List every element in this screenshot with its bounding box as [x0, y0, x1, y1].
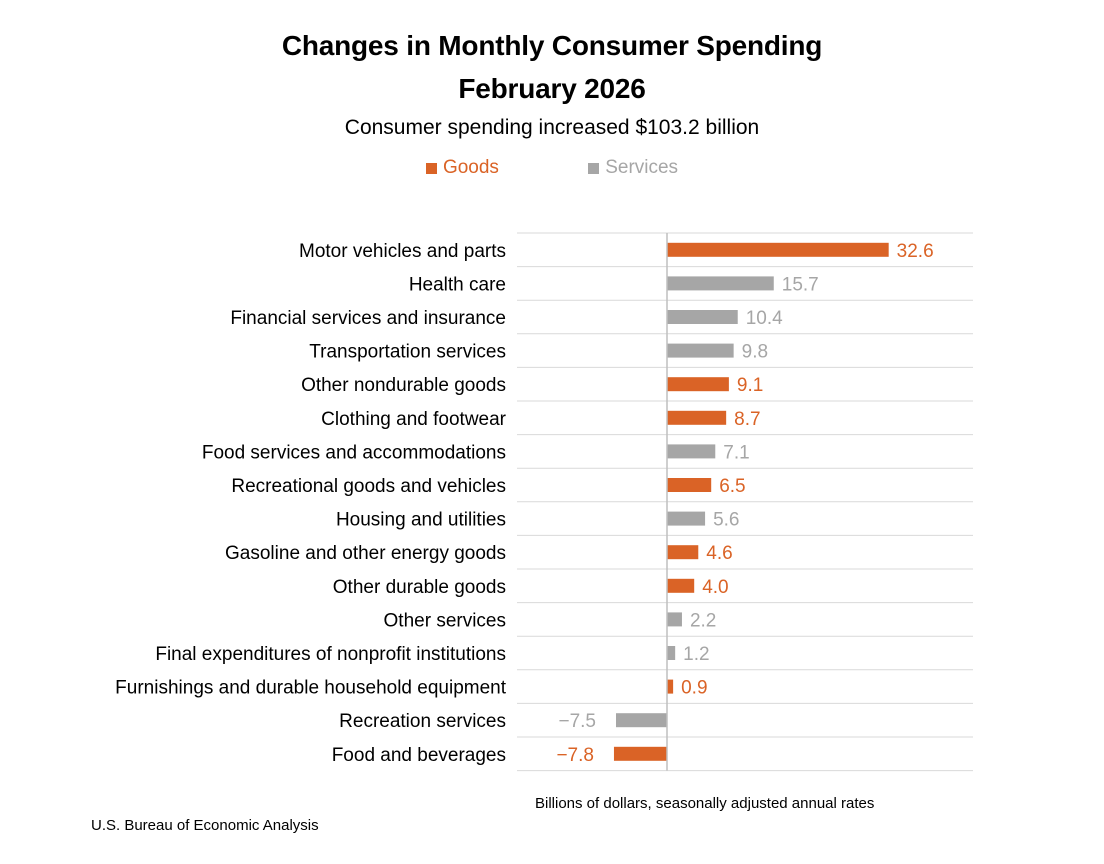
- category-label: Housing and utilities: [336, 510, 506, 531]
- category-label: Food services and accommodations: [202, 442, 506, 463]
- category-label: Furnishings and durable household equipm…: [115, 678, 507, 699]
- legend-label-services: Services: [605, 157, 679, 178]
- category-label: Other services: [384, 610, 506, 631]
- category-label: Clothing and footwear: [321, 409, 507, 430]
- data-label: 9.8: [742, 342, 768, 363]
- legend: Goods Services: [0, 157, 1104, 179]
- bar: [667, 646, 676, 660]
- data-label: 2.2: [690, 610, 716, 631]
- category-label: Health care: [409, 274, 506, 295]
- legend-item-goods: Goods: [425, 157, 499, 179]
- category-label: Gasoline and other energy goods: [225, 543, 506, 564]
- data-label: 10.4: [746, 308, 783, 329]
- category-label: Other nondurable goods: [301, 375, 506, 396]
- data-label: 1.2: [683, 644, 709, 665]
- data-label: 7.1: [723, 442, 749, 463]
- bar: [667, 276, 774, 291]
- category-label: Recreational goods and vehicles: [231, 476, 506, 497]
- legend-label-goods: Goods: [442, 157, 499, 178]
- data-label: 6.5: [719, 476, 745, 497]
- bar: [667, 343, 734, 358]
- category-label: Recreation services: [339, 711, 506, 732]
- category-label: Motor vehicles and parts: [299, 241, 506, 262]
- source-label: U.S. Bureau of Economic Analysis: [91, 817, 319, 834]
- bar: [667, 511, 706, 526]
- data-label: 4.0: [702, 577, 728, 598]
- chart-date: February 2026: [458, 73, 646, 104]
- bar: [667, 612, 682, 627]
- legend-swatch-goods: [425, 162, 437, 174]
- bar: [667, 444, 716, 459]
- units-label: Billions of dollars, seasonally adjusted…: [535, 795, 875, 812]
- bar: [667, 478, 712, 492]
- data-label: 15.7: [782, 274, 819, 295]
- category-label: Transportation services: [309, 342, 506, 363]
- bar: [667, 310, 738, 324]
- data-label: 8.7: [734, 409, 760, 430]
- data-label: −7.8: [556, 745, 594, 766]
- category-label: Final expenditures of nonprofit institut…: [155, 644, 506, 665]
- bar: [667, 578, 695, 593]
- data-label: 32.6: [897, 241, 934, 262]
- data-label: 9.1: [737, 375, 763, 396]
- chart-title: Changes in Monthly Consumer Spending: [281, 30, 823, 61]
- category-label: Food and beverages: [332, 745, 506, 766]
- bar: [667, 377, 729, 392]
- legend-swatch-services: [588, 162, 600, 174]
- bar: [667, 410, 727, 425]
- bar: [616, 713, 667, 728]
- data-label: −7.5: [558, 711, 596, 732]
- category-label: Financial services and insurance: [230, 308, 506, 329]
- bar: [667, 242, 889, 257]
- category-label: Other durable goods: [333, 577, 506, 598]
- data-label: 5.6: [713, 510, 739, 531]
- chart-subtitle: Consumer spending increased $103.2 billi…: [344, 116, 760, 139]
- data-label: 0.9: [681, 678, 707, 699]
- bar: [667, 545, 699, 560]
- bar: [613, 746, 667, 761]
- bar: [667, 679, 674, 694]
- data-label: 4.6: [706, 543, 732, 564]
- legend-item-services: Services: [588, 157, 678, 179]
